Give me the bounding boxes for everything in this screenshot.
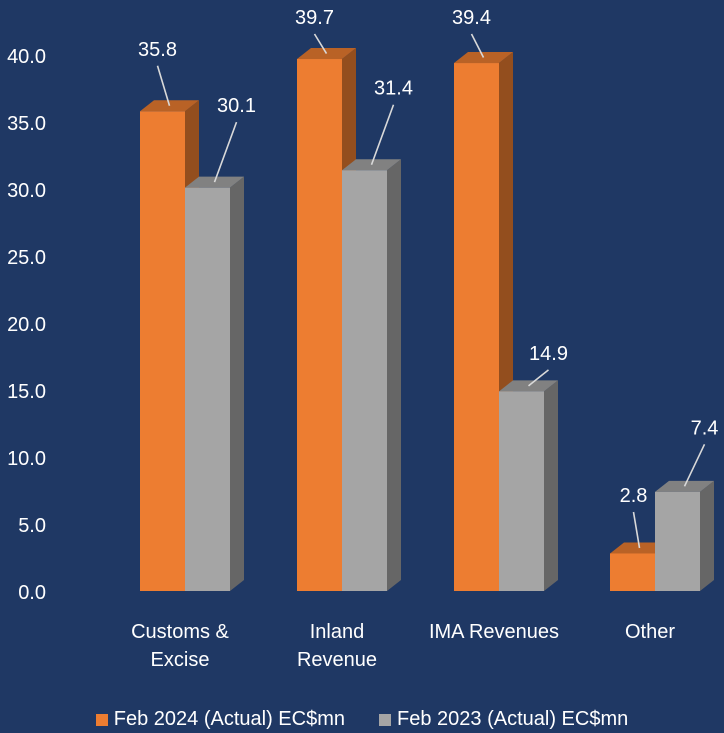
y-tick-label: 25.0 xyxy=(7,247,46,269)
bars xyxy=(140,48,714,592)
data-label: 35.8 xyxy=(138,39,177,61)
legend-swatch-feb-2024 xyxy=(95,713,108,726)
legend-item-feb-2024: Feb 2024 (Actual) EC$mn xyxy=(95,708,345,731)
data-label: 30.1 xyxy=(217,95,256,117)
data-label: 39.7 xyxy=(295,7,334,29)
plot-area: 0.05.010.015.020.025.030.035.040.0 35.83… xyxy=(7,7,718,671)
bar-side-face xyxy=(387,159,401,592)
data-label-leader xyxy=(213,121,238,183)
data-label-leader xyxy=(470,33,485,58)
data-label-leader xyxy=(683,443,706,487)
y-tick-label: 10.0 xyxy=(7,448,46,470)
data-label-leader xyxy=(156,65,171,107)
data-label: 2.8 xyxy=(620,485,648,507)
bar-front-face xyxy=(454,63,499,592)
legend-label-feb-2023: Feb 2023 (Actual) EC$mn xyxy=(397,708,629,730)
bar-front-face xyxy=(499,391,544,591)
x-axis: Customs & Excise Inland Revenue IMA Revenues… xyxy=(131,621,675,671)
legend: Feb 2024 (Actual) EC$mn Feb 2023 (Actual… xyxy=(0,706,724,733)
bar xyxy=(655,480,714,591)
y-tick-label: 20.0 xyxy=(7,314,46,336)
legend-item-feb-2023: Feb 2023 (Actual) EC$mn xyxy=(379,708,628,731)
bar-side-face xyxy=(700,480,714,591)
bar-front-face xyxy=(610,553,655,591)
data-label-leaders xyxy=(156,33,706,549)
y-tick-label: 35.0 xyxy=(7,113,46,135)
bar-front-face xyxy=(342,170,387,592)
y-tick-label: 40.0 xyxy=(7,46,46,68)
bar-front-face xyxy=(297,59,342,591)
x-tick-label: IMA Revenues xyxy=(429,621,559,643)
bar xyxy=(499,380,558,591)
y-tick-label: 0.0 xyxy=(18,582,46,604)
y-tick-label: 15.0 xyxy=(7,381,46,403)
x-tick-label: Other xyxy=(625,621,675,643)
data-label: 14.9 xyxy=(529,343,568,365)
legend-label-feb-2024: Feb 2024 (Actual) EC$mn xyxy=(113,708,345,730)
data-label-leader xyxy=(632,511,641,549)
bar xyxy=(342,159,401,592)
bar-side-face xyxy=(544,380,558,591)
data-label-leader xyxy=(528,369,549,387)
data-label: 7.4 xyxy=(691,417,719,439)
x-tick-label: Customs & Excise xyxy=(131,621,229,671)
x-tick-label: Inland Revenue xyxy=(297,621,377,671)
y-axis: 0.0 5.0 10.0 15.0 20.0 25.0 30.0 35.0 40.0 xyxy=(7,46,46,604)
data-label-leader xyxy=(313,33,328,54)
bar-front-face xyxy=(140,111,185,591)
y-tick-label: 30.0 xyxy=(7,180,46,202)
bar-front-face xyxy=(655,491,700,591)
data-label: 39.4 xyxy=(452,7,491,29)
data-label: 31.4 xyxy=(374,78,413,100)
data-label-leader xyxy=(370,104,395,166)
y-tick-label: 5.0 xyxy=(18,515,46,537)
bar-front-face xyxy=(185,187,230,591)
legend-swatch-feb-2023 xyxy=(379,713,391,726)
data-labels: 35.8 30.1 39.7 31.4 39.4 14.9 2.8 7.4 xyxy=(138,7,718,507)
bar-side-face xyxy=(230,176,244,591)
bar xyxy=(185,176,244,591)
